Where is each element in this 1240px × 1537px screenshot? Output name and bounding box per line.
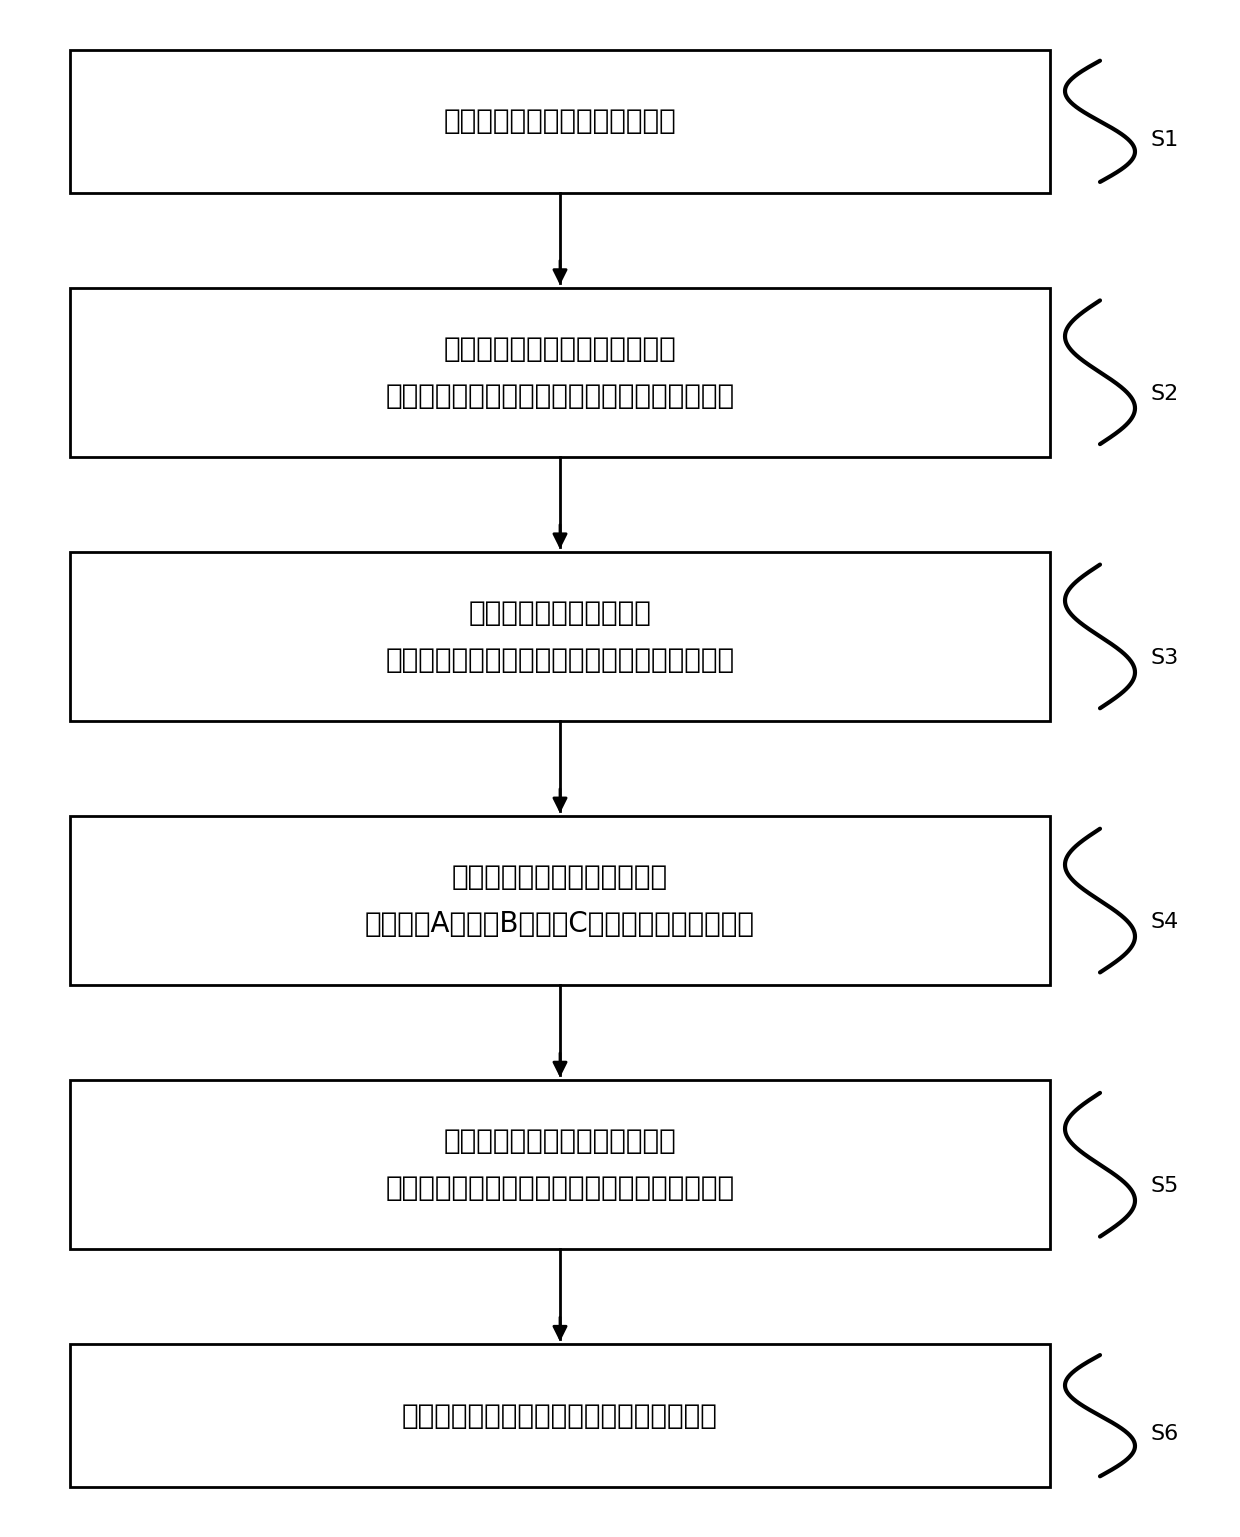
Bar bbox=[69, 552, 1050, 721]
Text: 根据所述隧道洞壁年平均温度、所述年温度振幅: 根据所述隧道洞壁年平均温度、所述年温度振幅 bbox=[386, 1174, 734, 1202]
Text: S4: S4 bbox=[1151, 911, 1179, 931]
Text: 确定隧道围岩、衬砌的边界条件: 确定隧道围岩、衬砌的边界条件 bbox=[444, 108, 676, 135]
Bar bbox=[69, 1081, 1050, 1250]
Text: 温度不随时间变化的稳态温度场: 温度不随时间变化的稳态温度场 bbox=[444, 335, 676, 363]
Text: 均温度、隧道洞壁年温度振幅: 均温度、隧道洞壁年温度振幅 bbox=[451, 862, 668, 891]
Text: S1: S1 bbox=[1151, 129, 1179, 149]
Text: 温度随时间变化的温度场: 温度随时间变化的温度场 bbox=[469, 599, 651, 627]
Bar bbox=[69, 816, 1050, 985]
Text: 根据步骤A、步骤B、步骤C计算得到隧道洞壁年平: 根据步骤A、步骤B、步骤C计算得到隧道洞壁年平 bbox=[365, 910, 755, 938]
Text: 计算得到隧道洞壁的温度场分布: 计算得到隧道洞壁的温度场分布 bbox=[444, 1127, 676, 1156]
Text: S5: S5 bbox=[1151, 1176, 1179, 1196]
Text: 根据所述隧道围岩、衬砌的边界条件，确定围岩: 根据所述隧道围岩、衬砌的边界条件，确定围岩 bbox=[386, 381, 734, 410]
Text: 根据所述温度场分布公式得到抗冻设防长度: 根据所述温度场分布公式得到抗冻设防长度 bbox=[402, 1402, 718, 1429]
Bar bbox=[69, 287, 1050, 456]
Text: 根据所述隧道围岩、衬砌的边界条件，确定围岩: 根据所述隧道围岩、衬砌的边界条件，确定围岩 bbox=[386, 646, 734, 675]
Bar bbox=[69, 1345, 1050, 1486]
Text: S2: S2 bbox=[1151, 384, 1179, 404]
Text: S3: S3 bbox=[1151, 649, 1179, 669]
Bar bbox=[69, 51, 1050, 192]
Text: S6: S6 bbox=[1151, 1423, 1179, 1443]
